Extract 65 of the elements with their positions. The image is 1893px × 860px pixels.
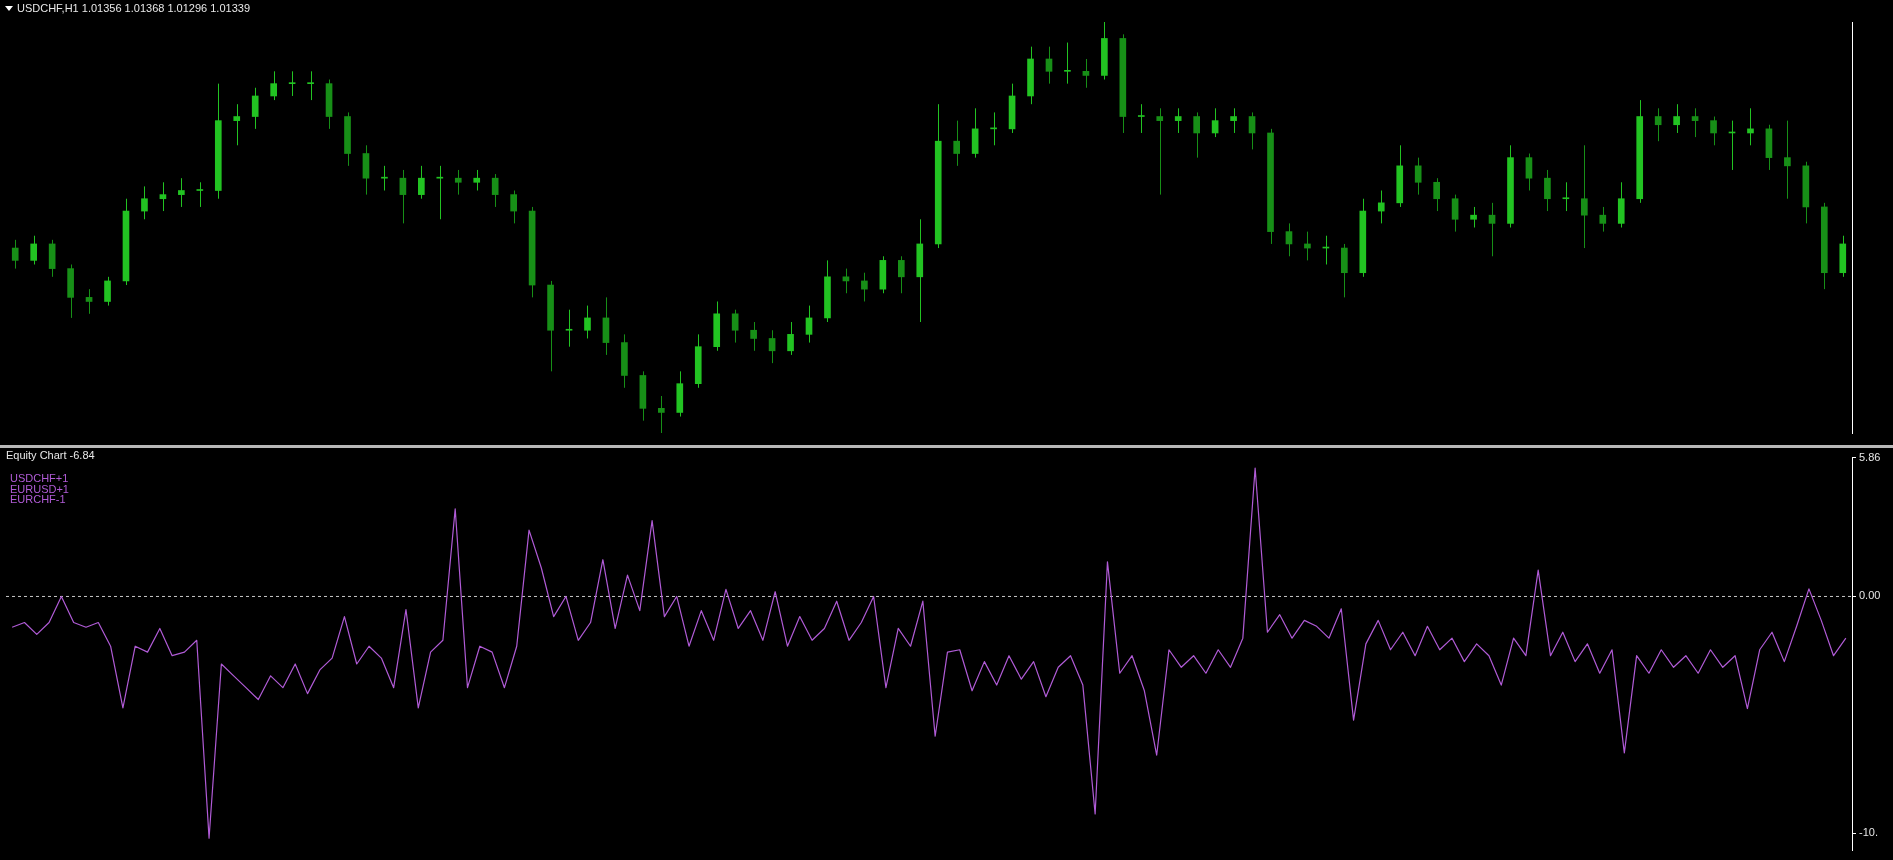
candlestick [11,239,19,270]
candlestick [85,288,93,315]
candlestick [1211,107,1219,138]
y-tick-label: -10. [1859,826,1878,839]
candlestick [491,173,499,208]
candlestick [1137,103,1145,134]
candlestick [1433,177,1440,212]
candlestick [454,169,462,196]
candlestick [787,321,794,356]
candlestick [1544,169,1551,212]
candlestick [1525,153,1533,192]
candlestick [1710,116,1717,146]
candlestick [473,169,481,192]
candlestick [436,165,444,220]
chart-title: USDCHF,H1 1.01356 1.01368 1.01296 1.01339 [17,2,251,15]
candlestick [233,103,241,146]
candlestick [1064,42,1071,85]
candlestick [196,181,204,208]
candlestick [1174,107,1182,134]
candlestick [750,321,757,352]
candlestick [1562,181,1570,212]
candlestick [270,70,277,101]
annotation: EURUSD+1 [10,482,69,495]
candlestick [1193,111,1200,159]
candlestick [1082,58,1090,89]
candlestick [288,70,296,97]
candlestick [1581,144,1588,249]
candlestick [731,309,739,344]
candlestick [159,181,167,212]
candlestick [953,120,961,167]
candlestick [1673,103,1680,134]
annotation: EURCHF-1 [10,493,66,505]
candlestick [1470,206,1477,228]
candlestick [565,309,573,348]
candlestick [381,165,388,192]
candlestick [418,165,425,200]
candlestick [1414,157,1422,196]
candlestick [30,235,38,265]
candlestick [178,177,185,208]
y-tick-label: 0.00 [1859,589,1881,602]
candlestick [251,87,259,130]
candlestick [584,305,591,339]
y-tick-label: 5.86 [1859,450,1881,463]
chart-title: Equity Chart -6.84 [6,449,95,462]
annotation: USDCHF+1 [10,472,69,484]
candlestick [1451,194,1459,233]
candlestick [1654,107,1662,142]
candlestick [1230,107,1237,134]
candlestick [897,255,905,294]
candlestick [1377,190,1385,224]
candlestick [510,190,517,224]
candlestick [768,329,776,364]
candlestick [1691,107,1699,138]
candlestick [104,276,111,307]
candlestick [307,70,314,101]
candlestick [1784,120,1791,200]
candlestick [1045,46,1053,85]
candlestick [1156,107,1164,196]
candlestick [1488,202,1496,257]
candlestick [1285,222,1293,257]
candlestick [141,185,148,220]
candlestick [842,268,850,294]
candlestick [658,395,665,434]
candlestick [1599,206,1607,233]
candlestick [861,272,868,302]
